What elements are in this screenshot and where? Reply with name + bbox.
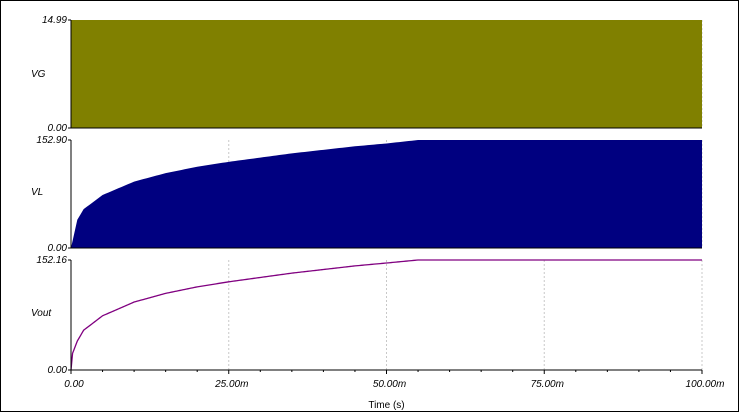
panel-vl	[68, 139, 703, 249]
panel-vg	[68, 19, 703, 129]
series-line-vout	[70, 259, 702, 371]
series-label-vout: Vout	[31, 308, 52, 319]
series-area-vl	[71, 140, 702, 248]
y-tick-label-max: 152.16	[36, 255, 67, 266]
x-tick-label: 50.00m	[373, 379, 406, 390]
x-tick-label: 0.00	[64, 379, 84, 390]
y-tick-label-max: 152.90	[36, 135, 67, 146]
series-area-vg	[71, 20, 702, 128]
y-tick-label-min: 0.00	[48, 123, 68, 134]
y-tick-label-max: 14.99	[42, 15, 67, 26]
series-label-vg: VG	[31, 69, 46, 80]
x-tick-label: 25.00m	[214, 379, 248, 390]
y-tick-label-min: 0.00	[48, 243, 68, 254]
series-label-vl: VL	[31, 187, 43, 198]
panel-vout	[68, 259, 703, 371]
x-tick-label: 75.00m	[531, 379, 564, 390]
x-axis-label: Time (s)	[368, 400, 404, 411]
y-tick-label-min: 0.00	[48, 365, 68, 376]
x-tick-label: 100.00m	[686, 379, 725, 390]
